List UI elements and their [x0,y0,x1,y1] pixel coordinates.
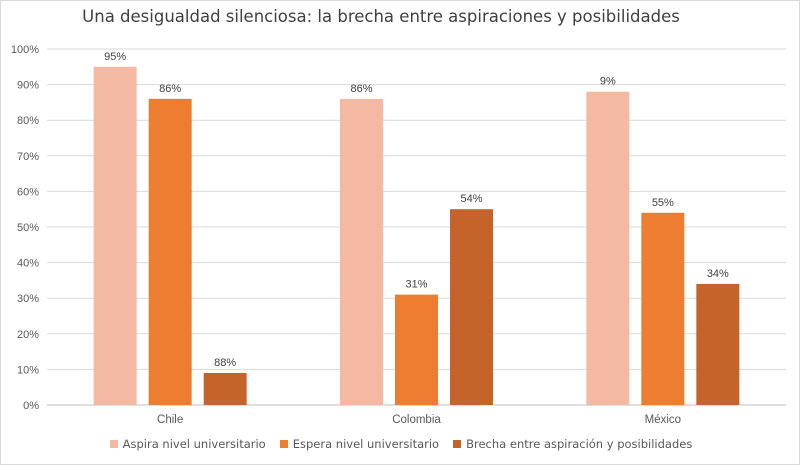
bar [450,209,493,405]
data-label: 86% [159,83,181,95]
legend-swatch-aspira [109,440,118,448]
y-tick-label: 30% [17,293,39,305]
y-tick-label: 90% [17,80,39,92]
y-tick-label: 60% [17,186,39,198]
legend-swatch-brecha [453,440,462,448]
data-label: 88% [214,357,236,369]
y-tick-label: 80% [17,115,39,127]
category-label: México [645,414,681,426]
data-label: 86% [350,83,372,95]
legend-item-aspira: Aspira nivel universitario [109,437,266,451]
legend-label-espera: Espera nivel universitario [292,437,440,451]
data-label: 31% [405,279,427,291]
category-label: Chile [157,414,183,426]
y-tick-label: 10% [17,364,39,376]
y-tick-label: 40% [17,258,39,270]
bar [641,212,685,405]
y-tick-label: 100% [11,44,39,56]
bar [148,98,192,405]
y-tick-label: 0% [23,400,39,412]
bar [93,66,137,406]
legend-item-espera: Espera nivel universitario [279,437,440,451]
bar [340,98,383,405]
y-tick-label: 70% [17,151,39,163]
y-tick-label: 50% [17,222,39,234]
bar [696,283,740,405]
data-label: 54% [460,193,482,205]
legend-swatch-espera [279,440,288,448]
bar [203,372,247,405]
legend-label-brecha: Brecha entre aspiración y posibilidades [466,437,693,451]
data-label: 95% [104,51,126,63]
y-tick-label: 20% [17,329,39,341]
legend-label-aspira: Aspira nivel universitario [122,437,266,451]
data-label: 9% [600,76,616,88]
bar [586,91,630,405]
data-label: 34% [707,268,729,280]
legend-item-brecha: Brecha entre aspiración y posibilidades [453,437,692,451]
chart-title: Una desigualdad silenciosa: la brecha en… [82,7,680,26]
data-label: 55% [652,197,674,209]
bar [395,294,438,405]
category-label: Colombia [392,414,441,426]
legend: Aspira nivel universitario Espera nivel … [1,437,800,451]
